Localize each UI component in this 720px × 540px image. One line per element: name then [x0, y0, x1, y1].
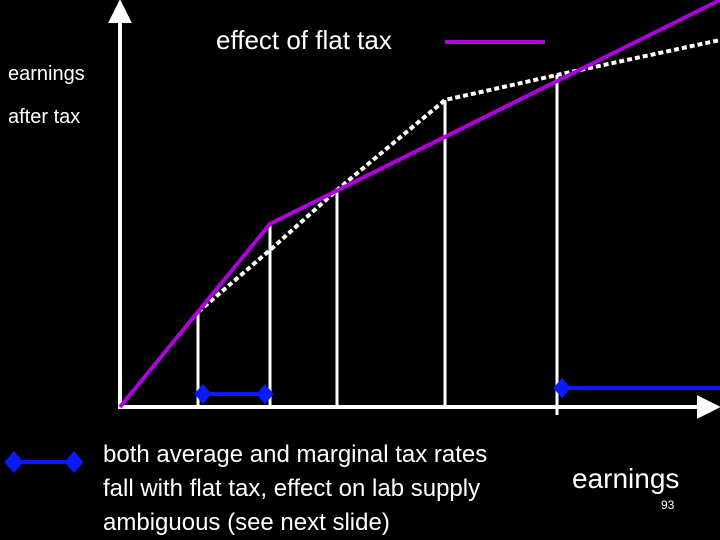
note-line: ambiguous (see next slide): [103, 509, 390, 536]
note-line: both average and marginal tax rates: [103, 441, 487, 468]
diamond: [4, 450, 24, 474]
legend-label: effect of flat tax: [216, 25, 392, 55]
diamond: [553, 377, 571, 399]
blue-ranges: [4, 377, 720, 474]
diamond: [194, 383, 212, 405]
x-axis-label: earnings: [572, 463, 679, 494]
guide-lines: [196, 75, 559, 415]
note-line: fall with flat tax, effect on lab supply: [103, 475, 480, 502]
flat-tax-schedule: [118, 0, 720, 409]
y-axis-label: after tax: [8, 106, 80, 128]
page-number: 93: [661, 498, 675, 512]
diamond: [256, 383, 274, 405]
diamond: [64, 450, 84, 474]
y-axis-label: earnings: [8, 63, 85, 85]
